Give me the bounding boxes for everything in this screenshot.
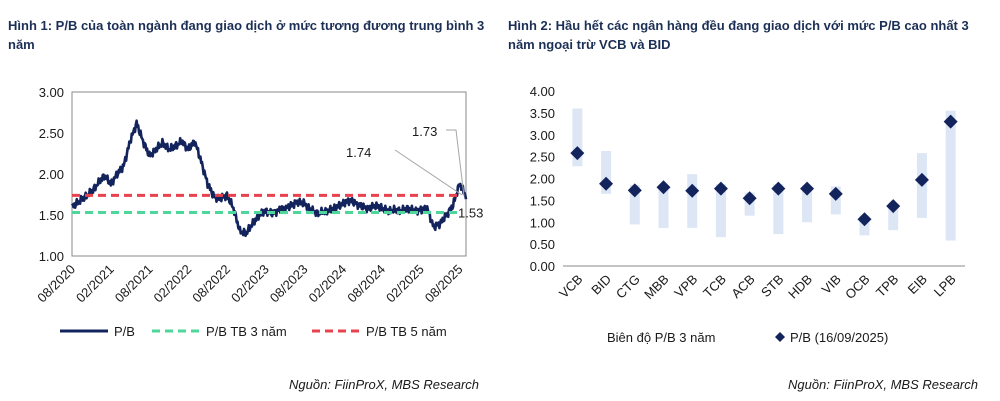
chart2-x-tick-label: CTG (613, 272, 643, 302)
chart2-x-tick-label: EIB (905, 272, 930, 297)
chart1-legend-label: P/B TB 3 năm (206, 324, 287, 339)
chart2-point-marker (943, 114, 958, 129)
chart2-y-tick-label: 2.50 (530, 150, 555, 165)
chart2-point-marker (771, 181, 786, 196)
chart2-range-bar (773, 184, 784, 235)
chart1-y-tick-label: 1.00 (39, 249, 64, 264)
chart2-y-tick-label: 1.00 (530, 215, 555, 230)
chart1-annotation-leader-174 (394, 149, 463, 196)
chart2-x-tick-label: TPB (873, 272, 901, 300)
chart2-range-bar (629, 185, 640, 225)
chart2-point-marker (656, 180, 671, 195)
chart2-range-bar (802, 185, 813, 223)
chart2-range-bar (945, 110, 956, 241)
chart1-legend-label: P/B (114, 324, 135, 339)
chart1-annotation-label: 1.53 (458, 206, 483, 221)
chart2-x-tick-label: VPB (671, 272, 700, 301)
chart2-x-tick-label: ACB (728, 272, 758, 302)
chart2-range-bar (601, 150, 612, 194)
chart2-x-tick-label: TCB (700, 272, 729, 301)
chart2-legend-label: Biên độ P/B 3 năm (607, 330, 715, 345)
chart2-y-tick-label: 0.00 (530, 259, 555, 274)
chart2-range-bar (687, 174, 698, 228)
chart2-range-bar (572, 108, 583, 167)
chart2-point-marker (800, 181, 815, 196)
chart2-legend-label: P/B (16/09/2025) (790, 330, 888, 345)
chart1-legend-label: P/B TB 5 năm (366, 324, 447, 339)
chart2-point-marker (886, 199, 901, 214)
chart2-x-tick-label: MBB (641, 272, 672, 303)
chart2-y-tick-label: 1.50 (530, 193, 555, 208)
figure1-title: Hình 1: P/B của toàn ngành đang giao dịc… (8, 18, 485, 52)
chart1-annotation-leader-173 (446, 129, 465, 197)
chart2-point-marker (627, 183, 642, 198)
chart2-x-tick-label: BID (588, 272, 614, 298)
chart2-y-tick-label: 4.00 (530, 84, 555, 99)
chart1-plot-frame (71, 91, 467, 257)
chart2-x-tick-label: LPB (931, 272, 959, 300)
chart2-x-tick-label: OCB (842, 272, 873, 303)
chart2-point-marker (570, 146, 585, 161)
chart2-x-tick-label: VIB (818, 272, 843, 297)
figure2-source: Nguồn: FiinProX, MBS Research (787, 377, 978, 392)
chart2-y-tick-label: 3.50 (530, 106, 555, 121)
chart2-legend-swatch-point (775, 332, 785, 342)
chart2-y-tick-label: 2.00 (530, 172, 555, 187)
chart2-y-tick-label: 0.50 (530, 237, 555, 252)
chart2-point-marker (713, 181, 728, 196)
chart1-y-tick-label: 2.00 (39, 167, 64, 182)
chart2-point-marker (685, 183, 700, 198)
chart2-range-bar (715, 184, 726, 238)
chart2-point-marker (914, 172, 929, 187)
chart1-y-tick-label: 2.50 (39, 126, 64, 141)
chart2-x-tick-label: HDB (785, 272, 815, 302)
chart2-point-marker (599, 176, 614, 191)
chart2-range-bar (658, 188, 669, 228)
chart2-point-marker (742, 191, 757, 206)
chart2-point-marker (828, 186, 843, 201)
chart1-pb-history: 1.001.502.002.503.0008/202002/202108/202… (34, 85, 483, 339)
chart2-range-bar (888, 203, 899, 231)
chart2-point-marker (857, 212, 872, 227)
chart2-x-tick-label: VCB (556, 272, 586, 302)
figure1-source: Nguồn: FiinProX, MBS Research (289, 377, 480, 392)
chart1-annotation-label: 1.74 (346, 145, 371, 160)
chart1-annotation-label: 1.73 (412, 124, 437, 139)
chart2-y-tick-label: 3.00 (530, 128, 555, 143)
chart1-y-tick-label: 1.50 (39, 208, 64, 223)
figure2-title: Hình 2: Hầu hết các ngân hàng đều đang g… (508, 18, 969, 52)
chart1-y-tick-label: 3.00 (39, 85, 64, 100)
chart2-x-tick-label: STB (758, 272, 786, 300)
